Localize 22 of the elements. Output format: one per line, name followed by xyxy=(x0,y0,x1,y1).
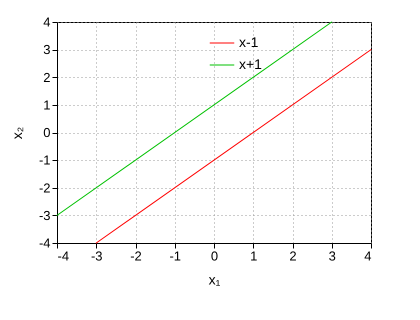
y-axis-title: x₂ xyxy=(8,126,25,140)
x-tick-label: 3 xyxy=(328,248,336,264)
y-tick-label: -3 xyxy=(38,208,50,223)
x-tick-label: -1 xyxy=(169,248,182,264)
legend-label: x-1 xyxy=(239,34,259,50)
y-tick-label: -1 xyxy=(38,152,50,168)
legend-label: x+1 xyxy=(239,56,262,72)
x-tick-label: -2 xyxy=(130,248,142,264)
y-tick-label: 2 xyxy=(43,70,50,85)
x-tick-label: -3 xyxy=(90,248,103,264)
y-tick-label: 4 xyxy=(43,14,50,30)
x-tick-label: 0 xyxy=(210,248,218,264)
y-tick-label: -4 xyxy=(38,236,50,250)
x-tick-label: 4 xyxy=(364,248,372,264)
x-tick-label: 1 xyxy=(250,248,258,264)
y-tick-label: 0 xyxy=(43,125,50,140)
x-tick-label: 2 xyxy=(289,248,297,264)
y-tick-label: 1 xyxy=(43,97,50,112)
x-tick-label: -4 xyxy=(58,248,70,264)
y-tick-label: -2 xyxy=(38,180,50,196)
x-axis-title: x₁ xyxy=(208,272,221,288)
y-tick-label: 3 xyxy=(43,42,50,58)
